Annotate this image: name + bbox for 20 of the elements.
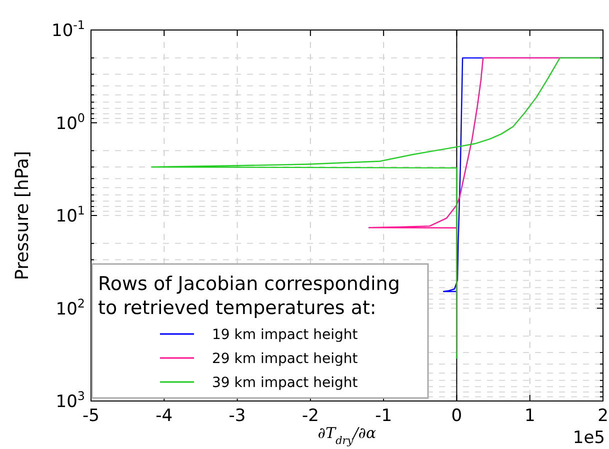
legend-title: Rows of Jacobian corresponding to retrieved temperatures at: [98,273,400,319]
text: 1e5 [572,428,605,448]
legend-label: 19 km impact height [212,327,358,343]
y-tick-label: 10$^{0}$ [56,110,85,134]
y-axis-title: Pressure [hPa] [12,150,33,280]
legend-label: 39 km impact height [212,375,358,391]
y-tick-label: 10$^{3}$ [56,389,85,412]
x-tick-label: -3 [228,406,246,426]
legend-label: 29 km impact height [212,351,358,367]
y-tick-label: 10$^{2}$ [56,296,85,320]
x-tick-label: 1 [524,406,536,426]
x-tick-label: 2 [598,406,608,426]
x-axis-title: ∂T$_{dry}$/∂α [318,424,376,447]
x-tick-label: -5 [82,406,100,426]
y-tick-label: 10$^{-1}$ [52,18,85,41]
x-tick-label: -2 [302,406,319,426]
x-tick-label: -1 [375,406,392,426]
y-tick-label: 10$^{1}$ [56,204,85,226]
x-tick-label: 0 [451,406,462,426]
x-tick-label: -4 [156,406,173,426]
